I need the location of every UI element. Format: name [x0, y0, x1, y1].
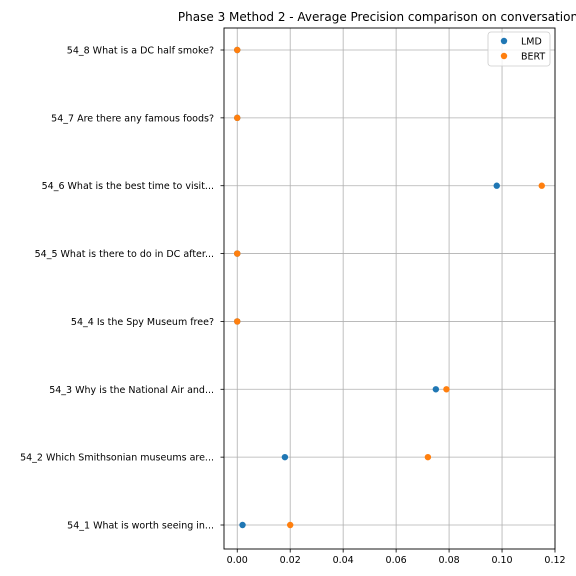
legend: LMD BERT	[487, 31, 551, 67]
data-point-lmd	[493, 182, 500, 189]
x-tick-label: 0.10	[491, 555, 512, 566]
x-tick-label: 0.08	[439, 555, 460, 566]
x-tick-label: 0.04	[333, 555, 354, 566]
y-tick-label: 54_2 Which Smithsonian museums are...	[20, 453, 214, 464]
plot-frame	[223, 27, 556, 550]
data-point-bert	[287, 521, 294, 529]
data-points	[234, 46, 545, 529]
x-tick-label: 0.12	[544, 555, 565, 566]
data-point-bert	[234, 46, 241, 54]
data-point-bert	[234, 250, 241, 257]
legend-label-lmd: LMD	[521, 37, 542, 48]
x-tick-label: 0.00	[227, 555, 248, 566]
data-point-bert	[424, 453, 432, 461]
legend-marker-lmd	[500, 37, 508, 45]
data-point-bert	[538, 182, 545, 189]
y-tick-label: 54_8 What is a DC half smoke?	[67, 46, 214, 57]
y-tick-label: 54_6 What is the best time to visit...	[42, 181, 214, 192]
legend-label-bert: BERT	[521, 52, 545, 63]
y-axis: 54_1 What is worth seeing in... 54_2 Whic…	[20, 46, 224, 532]
grid	[224, 28, 556, 549]
y-tick-label: 54_3 Why is the National Air and...	[49, 385, 214, 396]
y-tick-label: 54_7 Are there any famous foods?	[51, 113, 214, 124]
data-point-lmd	[239, 521, 246, 529]
data-point-lmd	[281, 453, 289, 461]
data-point-lmd	[432, 386, 440, 393]
x-tick-label: 0.06	[386, 555, 407, 566]
chart-title: Phase 3 Method 2 - Average Precision com…	[178, 10, 576, 24]
y-tick-label: 54_1 What is worth seeing in...	[67, 521, 214, 532]
data-point-bert	[234, 318, 241, 325]
x-axis: 0.00 0.02 0.04 0.06 0.08 0.10 0.12	[227, 549, 566, 566]
data-point-bert	[443, 386, 450, 393]
y-tick-label: 54_4 Is the Spy Museum free?	[71, 317, 214, 328]
data-point-bert	[234, 114, 241, 122]
legend-marker-bert	[500, 52, 508, 60]
y-tick-label: 54_5 What is there to do in DC after...	[35, 249, 214, 260]
x-tick-label: 0.02	[280, 555, 301, 566]
